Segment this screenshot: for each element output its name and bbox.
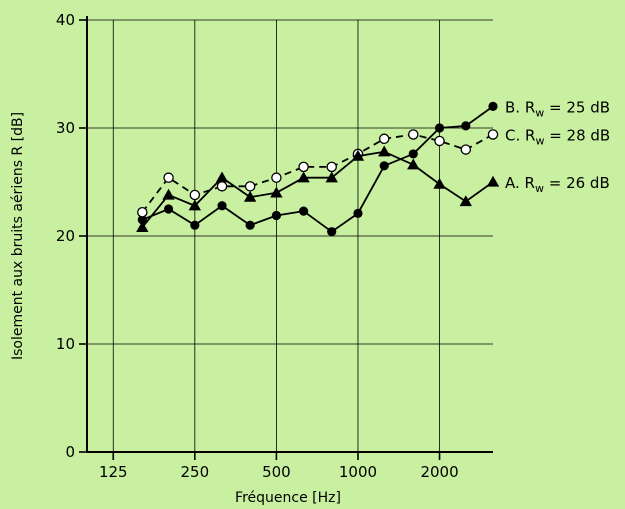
data-point	[379, 161, 389, 171]
data-point	[407, 158, 420, 170]
legend-label: C. Rw = 28 dB	[505, 126, 610, 147]
data-point	[271, 172, 282, 183]
data-point	[459, 195, 473, 207]
data-point	[245, 220, 255, 230]
data-point	[434, 135, 445, 147]
data-point	[270, 186, 283, 198]
data-point	[217, 201, 227, 211]
series-a	[136, 145, 500, 233]
data-point	[326, 161, 337, 173]
data-point	[460, 144, 472, 155]
axes: 0 10 20 30 40 125 250 500 1000 2000	[56, 11, 493, 481]
x-tick-label: 125	[99, 463, 128, 481]
data-point	[163, 204, 174, 214]
data-point	[244, 181, 256, 192]
data-point	[216, 181, 228, 192]
data-point	[461, 121, 471, 131]
series-b	[137, 101, 498, 237]
data-point	[433, 177, 446, 189]
data-point	[351, 149, 365, 161]
data-point	[136, 221, 149, 233]
data-point	[297, 171, 310, 183]
x-tick-label: 500	[262, 463, 291, 481]
data-point	[243, 190, 257, 202]
data-point	[137, 206, 148, 218]
x-axis-label: Fréquence [Hz]	[235, 490, 341, 506]
legend-label: B. Rw = 25 dB	[505, 98, 610, 119]
data-point	[408, 129, 419, 140]
data-point	[486, 175, 500, 187]
data-point	[488, 101, 498, 111]
x-tick-label: 2000	[420, 463, 458, 481]
data-point	[298, 206, 309, 216]
data-point	[163, 172, 174, 183]
data-point	[189, 189, 201, 201]
series-group	[136, 101, 500, 237]
legend-label: A. Rw = 26 dB	[505, 174, 610, 195]
data-point	[298, 161, 309, 173]
legend: B. Rw = 25 dB C. Rw = 28 dB A. Rw = 26 dB	[505, 98, 610, 195]
data-point	[215, 171, 229, 183]
y-tick-label: 0	[65, 443, 75, 461]
data-point	[353, 208, 363, 218]
data-point	[271, 210, 282, 221]
series-line	[141, 105, 494, 233]
data-point	[188, 199, 202, 211]
data-point	[190, 220, 200, 230]
data-point	[378, 145, 391, 157]
series-line	[141, 150, 494, 228]
y-tick-label: 40	[56, 11, 75, 29]
y-tick-label: 30	[56, 119, 75, 137]
y-axis-label: Isolement aux bruits aériens R [dB]	[10, 112, 26, 360]
data-point	[325, 171, 338, 183]
grid	[87, 19, 493, 452]
x-tick-label: 250	[181, 463, 210, 481]
y-tick-label: 10	[56, 335, 75, 353]
data-point	[137, 215, 147, 225]
y-tick-label: 20	[56, 227, 75, 245]
data-point	[487, 129, 499, 140]
data-point	[162, 188, 175, 200]
data-point	[378, 133, 390, 145]
data-point	[408, 149, 418, 159]
x-tick-label: 1000	[339, 463, 377, 481]
data-point	[327, 227, 337, 237]
data-point	[434, 123, 445, 133]
